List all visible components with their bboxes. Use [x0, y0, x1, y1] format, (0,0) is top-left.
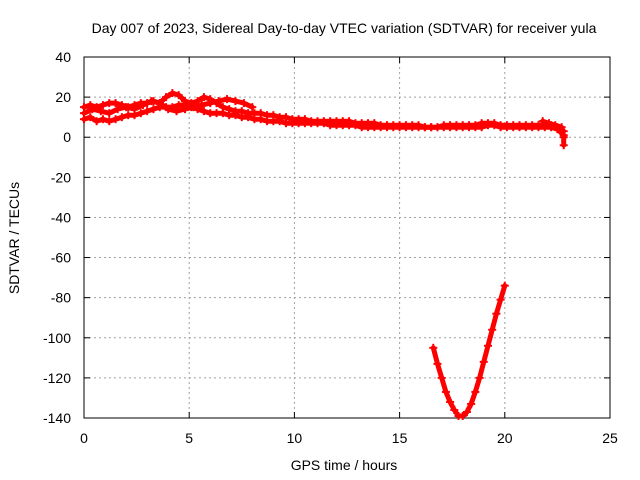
data-point: [471, 387, 480, 396]
data-point: [172, 107, 181, 116]
y-tick-label: -60: [51, 250, 71, 266]
data-point: [231, 97, 240, 106]
data-point: [437, 373, 446, 382]
chart-title: Day 007 of 2023, Sidereal Day-to-day VTE…: [92, 20, 597, 36]
data-point: [231, 111, 240, 120]
data-point: [551, 121, 560, 130]
data-point: [88, 105, 97, 114]
data-point: [441, 387, 450, 396]
data-point: [467, 399, 476, 408]
data-point: [477, 123, 486, 132]
data-layer: [80, 89, 568, 420]
data-point: [98, 101, 107, 110]
data-point: [111, 115, 120, 124]
data-point: [351, 121, 360, 130]
data-point: [433, 359, 442, 368]
y-axis-label: SDTVAR / TECUs: [6, 182, 22, 294]
ticks-layer: 0 5 10 15 20 25 -140 -120 -100 -80 -60 -40 -20 0 20 40: [43, 49, 618, 446]
data-point: [105, 109, 114, 118]
data-point: [164, 105, 173, 114]
data-point: [490, 121, 499, 130]
data-point: [199, 107, 208, 116]
x-tick-label: 15: [392, 430, 408, 446]
data-point: [130, 105, 139, 114]
data-point: [256, 115, 265, 124]
data-point: [197, 101, 206, 110]
data-point: [496, 295, 505, 304]
data-point: [96, 107, 105, 116]
data-point: [244, 113, 253, 122]
data-point: [544, 119, 553, 128]
y-tick-label: -120: [43, 370, 71, 386]
y-tick-label: -140: [43, 410, 71, 426]
data-point: [492, 309, 501, 318]
data-point: [111, 99, 120, 108]
data-point: [113, 105, 122, 114]
data-point: [189, 103, 198, 112]
data-point: [275, 117, 284, 126]
data-point: [180, 105, 189, 114]
x-tick-label: 10: [287, 430, 303, 446]
data-point: [475, 373, 484, 382]
data-point: [488, 325, 497, 334]
data-point: [446, 397, 455, 406]
data-point: [80, 109, 88, 118]
x-tick-label: 5: [185, 430, 193, 446]
x-tick-label: 0: [80, 430, 88, 446]
y-tick-label: 0: [63, 129, 71, 145]
data-point: [218, 109, 227, 118]
data-point: [117, 113, 126, 122]
data-point: [122, 103, 131, 112]
data-point: [98, 115, 107, 124]
data-point: [174, 91, 183, 100]
data-point: [214, 97, 223, 106]
data-point: [223, 95, 232, 104]
data-point: [136, 109, 145, 118]
data-point: [105, 117, 114, 126]
y-tick-label: -80: [51, 290, 71, 306]
data-point: [483, 341, 492, 350]
data-point: [538, 117, 547, 126]
data-point: [149, 105, 158, 114]
grid-layer: [84, 57, 610, 418]
y-tick-label: 40: [55, 49, 71, 65]
data-point: [86, 113, 95, 122]
x-axis-label: GPS time / hours: [291, 457, 398, 473]
y-tick-label: -100: [43, 330, 71, 346]
data-point: [143, 107, 152, 116]
y-tick-label: -40: [51, 209, 71, 225]
data-point: [168, 89, 177, 98]
data-point: [559, 133, 568, 142]
x-tick-label: 20: [497, 430, 513, 446]
y-tick-label: -20: [51, 169, 71, 185]
data-point: [450, 405, 459, 414]
data-point: [147, 97, 156, 106]
data-point: [162, 93, 171, 102]
data-point: [206, 99, 215, 108]
data-point: [155, 99, 164, 108]
data-point: [479, 357, 488, 366]
data-point: [138, 101, 147, 110]
data-trace: [430, 283, 508, 419]
data-point: [500, 281, 509, 290]
data-point: [557, 123, 566, 132]
x-tick-label: 25: [602, 430, 618, 446]
plot-frame: [83, 56, 611, 419]
data-point: [92, 117, 101, 126]
y-tick-label: 20: [55, 89, 71, 105]
data-point: [462, 407, 471, 416]
data-point: [319, 119, 328, 128]
data-point: [239, 99, 248, 108]
data-point: [429, 343, 438, 352]
data-point: [559, 141, 568, 150]
data-point: [199, 93, 208, 102]
data-point: [248, 103, 257, 112]
data-point: [458, 411, 467, 420]
